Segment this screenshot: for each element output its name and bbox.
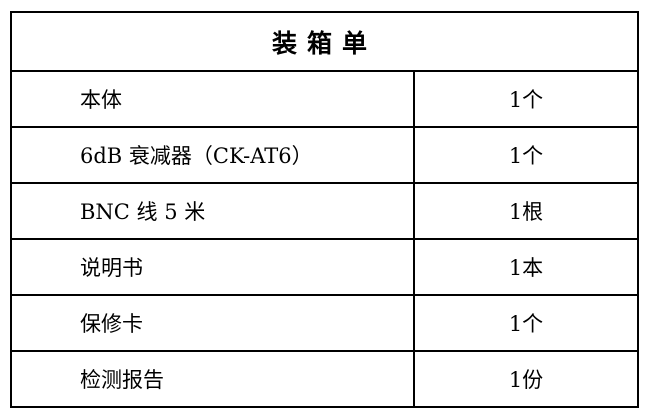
item-quantity: 1本: [413, 237, 639, 296]
item-quantity: 1份: [413, 349, 639, 409]
table-row: 检测报告 1份: [10, 349, 639, 409]
table-row: 本体 1个: [10, 70, 639, 129]
item-name: 检测报告: [10, 349, 415, 409]
table-title: 装箱单: [10, 10, 639, 73]
item-name: 保修卡: [10, 293, 415, 352]
item-quantity: 1根: [413, 182, 639, 240]
packing-list-table: 装箱单 本体 1个 6dB 衰减器（CK-AT6） 1个 BNC 线 5 米 1…: [10, 10, 639, 409]
item-name: 说明书: [10, 237, 415, 296]
table-row: 说明书 1本: [10, 237, 639, 296]
item-name: 6dB 衰减器（CK-AT6）: [10, 126, 415, 184]
item-quantity: 1个: [413, 126, 639, 184]
item-quantity: 1个: [413, 293, 639, 352]
title-row: 装箱单: [10, 10, 639, 73]
item-name: BNC 线 5 米: [10, 182, 415, 240]
table-row: 保修卡 1个: [10, 293, 639, 352]
item-name: 本体: [10, 70, 415, 129]
item-quantity: 1个: [413, 70, 639, 129]
table-row: 6dB 衰减器（CK-AT6） 1个: [10, 126, 639, 184]
table-row: BNC 线 5 米 1根: [10, 182, 639, 240]
